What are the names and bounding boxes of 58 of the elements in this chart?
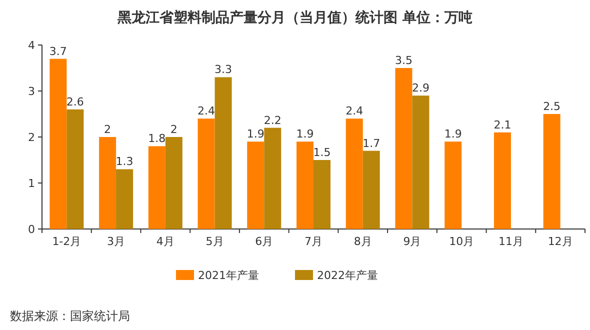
- y-tick-label: 3: [28, 85, 35, 98]
- chart-title: 黑龙江省塑料制品产量分月（当月值）统计图 单位：万吨: [116, 9, 472, 26]
- bar: [346, 118, 363, 229]
- x-tick-label: 10月: [449, 235, 474, 248]
- data-label: 2.5: [543, 100, 561, 113]
- x-tick-label: 11月: [498, 235, 524, 248]
- bar: [314, 160, 330, 229]
- bar: [543, 114, 560, 229]
- bar: [412, 96, 430, 229]
- bar: [99, 137, 116, 229]
- x-tick-label: 12月: [548, 235, 573, 248]
- data-label: 1.3: [116, 155, 134, 168]
- legend-label: 2021年产量: [198, 269, 259, 282]
- data-label: 3.7: [49, 44, 67, 58]
- y-tick-label: 0: [28, 223, 35, 236]
- data-label: 2.9: [412, 82, 430, 95]
- data-label: 1.5: [313, 146, 331, 159]
- bar: [50, 58, 67, 229]
- bar: [362, 150, 380, 229]
- data-label: 2.4: [198, 104, 216, 118]
- bar: [395, 68, 412, 229]
- bar: [247, 142, 264, 229]
- bar: [148, 146, 166, 229]
- data-label: 2.6: [66, 95, 84, 108]
- bar: [494, 132, 511, 229]
- bar: [116, 169, 134, 229]
- bar: [66, 109, 84, 229]
- legend-label: 2022年产量: [317, 269, 378, 282]
- x-tick-label: 9月: [403, 235, 422, 248]
- data-label: 1.9: [444, 128, 462, 141]
- x-tick-label: 1-2月: [52, 235, 82, 248]
- data-label: 2: [104, 123, 112, 136]
- bar: [444, 142, 462, 229]
- x-tick-label: 3月: [107, 235, 126, 248]
- x-tick-label: 5月: [206, 235, 224, 248]
- data-label: 1.8: [148, 132, 166, 146]
- y-tick-label: 1: [28, 177, 35, 190]
- data-label: 2.1: [494, 118, 512, 132]
- x-tick-label: 4月: [156, 235, 174, 248]
- bar: [165, 137, 182, 229]
- data-label: 1.7: [362, 136, 380, 150]
- data-label: 1.9: [246, 128, 264, 141]
- data-label: 2: [170, 123, 178, 136]
- data-label: 2.2: [264, 114, 282, 127]
- bar: [296, 142, 314, 229]
- data-label: 1.9: [296, 128, 314, 141]
- bar: [214, 77, 232, 229]
- bar: [198, 118, 215, 229]
- data-label: 3.5: [394, 54, 412, 67]
- x-tick-label: 8月: [354, 235, 372, 248]
- x-tick-label: 7月: [304, 235, 322, 248]
- y-tick-label: 4: [28, 39, 35, 52]
- x-tick-label: 6月: [255, 235, 274, 248]
- source-note: 数据来源：国家统计局: [10, 309, 130, 323]
- bar: [264, 128, 282, 229]
- data-label: 3.3: [214, 63, 232, 76]
- y-tick-label: 2: [28, 131, 35, 144]
- data-label: 2.4: [346, 104, 364, 118]
